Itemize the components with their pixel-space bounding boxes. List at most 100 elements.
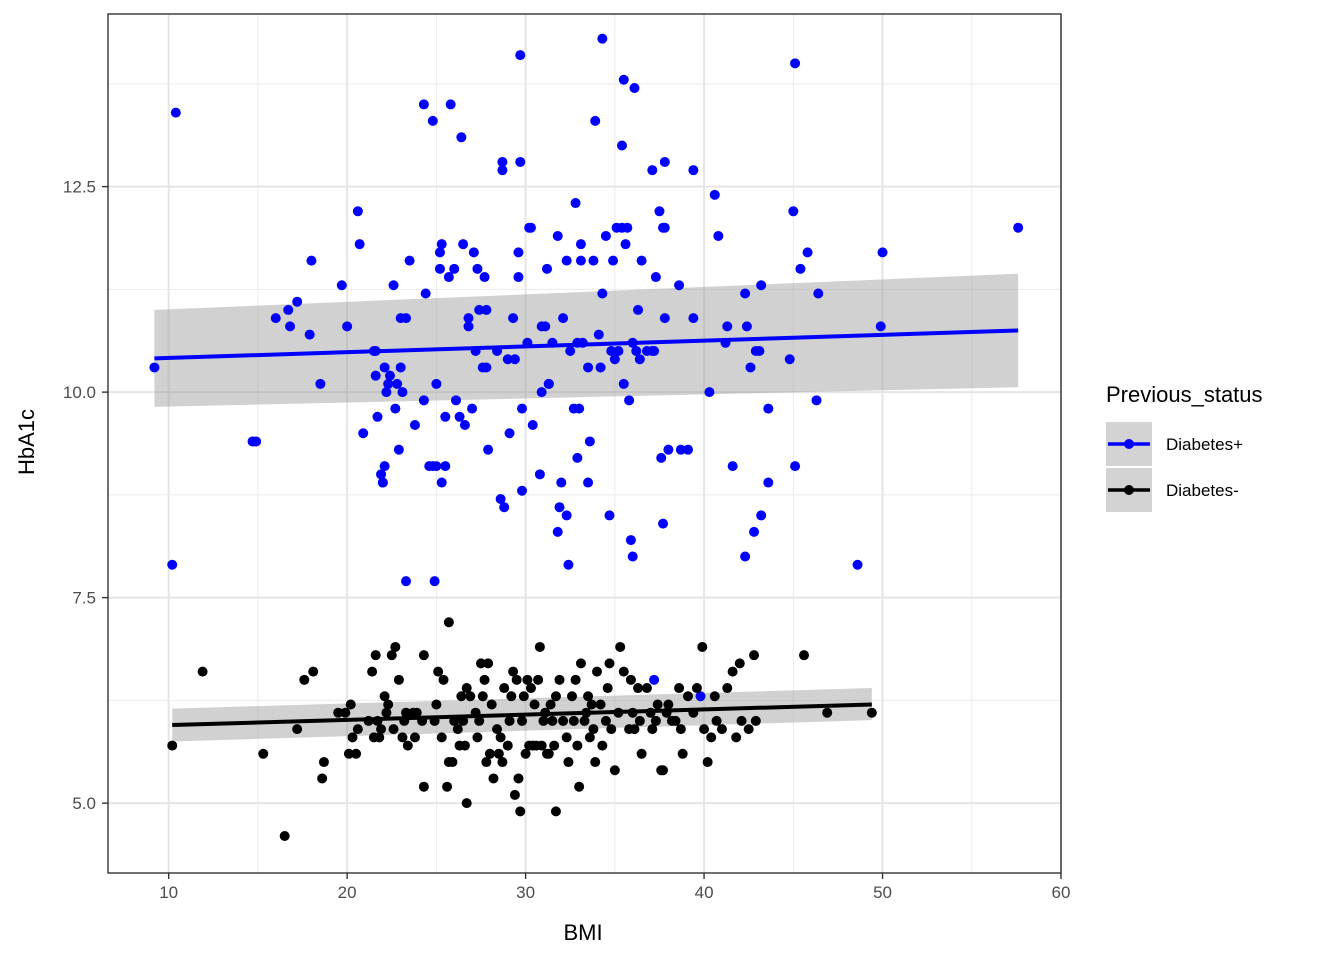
data-point-diabetes-plus	[459, 420, 470, 431]
data-point-diabetes-plus	[404, 255, 415, 266]
data-point-diabetes-minus	[749, 650, 760, 661]
data-point-diabetes-plus	[763, 403, 774, 414]
data-point-diabetes-plus	[376, 469, 387, 480]
data-point-diabetes-minus	[483, 658, 494, 669]
data-point-diabetes-plus	[688, 313, 699, 324]
data-point-diabetes-minus	[590, 757, 601, 768]
data-point-diabetes-plus	[647, 165, 658, 176]
data-point-diabetes-minus	[388, 724, 399, 735]
data-point-diabetes-plus	[740, 551, 751, 562]
data-point-diabetes-plus	[304, 329, 315, 340]
data-point-diabetes-plus	[397, 387, 408, 398]
data-point-diabetes-minus	[517, 715, 528, 726]
data-point-diabetes-minus	[481, 757, 492, 768]
data-points	[149, 33, 1024, 842]
data-point-diabetes-minus	[367, 666, 378, 677]
data-point-diabetes-minus	[386, 650, 397, 661]
data-point-diabetes-minus	[504, 715, 515, 726]
data-point-diabetes-minus	[351, 748, 362, 759]
data-point-diabetes-minus	[383, 699, 394, 710]
data-point-diabetes-plus	[283, 304, 294, 315]
data-point-diabetes-plus	[479, 272, 490, 283]
x-tick-label: 60	[1052, 883, 1071, 902]
data-point-diabetes-minus	[381, 707, 392, 718]
data-point-diabetes-minus	[706, 732, 717, 743]
data-point-diabetes-minus	[347, 732, 358, 743]
data-point-diabetes-minus	[583, 691, 594, 702]
data-point-diabetes-plus	[149, 362, 160, 373]
data-point-diabetes-minus	[343, 748, 354, 759]
data-point-diabetes-minus	[822, 707, 833, 718]
legend-label: Diabetes-	[1166, 481, 1239, 500]
y-tick-label: 5.0	[72, 794, 96, 813]
data-point-diabetes-minus	[615, 641, 626, 652]
data-point-diabetes-plus	[440, 461, 451, 472]
data-point-diabetes-minus	[670, 715, 681, 726]
data-point-diabetes-plus	[292, 296, 303, 307]
data-point-diabetes-minus	[506, 691, 517, 702]
data-point-diabetes-plus	[552, 526, 563, 537]
data-point-diabetes-minus	[499, 683, 510, 694]
data-point-diabetes-plus	[434, 263, 445, 274]
data-point-diabetes-plus	[358, 428, 369, 439]
data-point-diabetes-minus	[683, 691, 694, 702]
data-point-diabetes-minus	[652, 699, 663, 710]
data-point-diabetes-minus	[379, 691, 390, 702]
data-point-diabetes-plus	[561, 255, 572, 266]
data-point-diabetes-plus	[593, 329, 604, 340]
data-point-diabetes-minus	[317, 773, 328, 784]
data-point-diabetes-plus	[627, 551, 638, 562]
data-point-diabetes-plus	[270, 313, 281, 324]
data-point-diabetes-plus	[509, 354, 520, 365]
data-point-diabetes-plus	[502, 354, 513, 365]
data-point-diabetes-plus	[704, 387, 715, 398]
data-point-diabetes-minus	[520, 748, 531, 759]
data-point-diabetes-minus	[474, 715, 485, 726]
data-point-diabetes-plus	[336, 280, 347, 291]
legend-title: Previous_status	[1106, 382, 1263, 407]
data-point-diabetes-minus	[634, 715, 645, 726]
data-point-diabetes-minus	[518, 691, 529, 702]
data-point-diabetes-plus	[463, 313, 474, 324]
data-point-diabetes-plus	[584, 436, 595, 447]
data-point-diabetes-plus	[534, 469, 545, 480]
data-point-diabetes-minus	[641, 683, 652, 694]
data-point-diabetes-plus	[754, 346, 765, 357]
data-point-diabetes-plus	[558, 313, 569, 324]
data-point-diabetes-minus	[390, 641, 401, 652]
data-point-diabetes-plus	[650, 272, 661, 283]
data-point-diabetes-plus	[790, 461, 801, 472]
data-point-diabetes-minus	[495, 732, 506, 743]
data-point-diabetes-minus	[736, 715, 747, 726]
data-point-diabetes-minus	[513, 773, 524, 784]
data-point-diabetes-minus	[711, 715, 722, 726]
data-point-diabetes-plus	[418, 395, 429, 406]
data-point-diabetes-minus	[609, 765, 620, 776]
data-point-diabetes-minus	[866, 707, 877, 718]
data-point-diabetes-minus	[677, 748, 688, 759]
data-point-diabetes-minus	[492, 724, 503, 735]
data-point-diabetes-plus	[622, 222, 633, 233]
data-point-diabetes-minus	[722, 683, 733, 694]
data-point-diabetes-plus	[352, 206, 363, 217]
data-point-diabetes-minus	[308, 666, 319, 677]
data-point-diabetes-plus	[595, 362, 606, 373]
data-point-diabetes-minus	[461, 798, 472, 809]
data-point-diabetes-plus	[458, 239, 469, 250]
data-point-diabetes-minus	[629, 724, 640, 735]
data-point-diabetes-plus	[306, 255, 317, 266]
data-point-diabetes-plus	[811, 395, 822, 406]
data-point-diabetes-minus	[550, 691, 561, 702]
data-point-diabetes-plus	[597, 33, 608, 44]
data-point-diabetes-plus	[658, 518, 669, 529]
data-point-diabetes-minus	[597, 740, 608, 751]
data-point-diabetes-minus	[602, 683, 613, 694]
data-point-diabetes-minus	[636, 748, 647, 759]
data-point-diabetes-minus	[401, 707, 412, 718]
y-tick-label: 7.5	[72, 589, 96, 608]
data-point-diabetes-minus	[575, 658, 586, 669]
data-point-diabetes-minus	[502, 740, 513, 751]
data-point-diabetes-minus	[554, 674, 565, 685]
data-point-diabetes-minus	[572, 740, 583, 751]
data-point-diabetes-minus	[465, 691, 476, 702]
